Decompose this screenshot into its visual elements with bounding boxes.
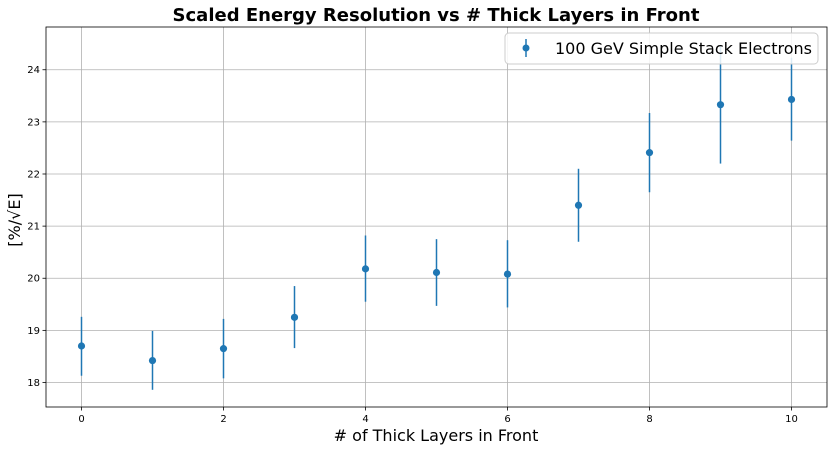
legend: 100 GeV Simple Stack Electrons	[504, 32, 819, 65]
data-point	[290, 313, 299, 321]
x-tick-label: 6	[504, 414, 510, 425]
y-axis-title: [%/√E]	[5, 193, 24, 246]
data-point	[219, 345, 228, 353]
data-point	[77, 342, 86, 350]
legend-marker	[522, 44, 530, 52]
x-tick-label: 2	[220, 414, 226, 425]
data-series	[77, 45, 796, 390]
data-point	[716, 101, 725, 109]
y-tick-label: 23	[27, 117, 40, 128]
data-point	[574, 201, 583, 209]
data-point	[361, 265, 370, 273]
legend-label: 100 GeV Simple Stack Electrons	[555, 39, 812, 58]
legend-box	[504, 32, 819, 65]
data-point	[787, 95, 796, 104]
data-point	[645, 149, 654, 157]
x-tick-label: 10	[785, 414, 798, 425]
chart-title: Scaled Energy Resolution vs # Thick Laye…	[173, 5, 700, 26]
y-tick-label: 20	[27, 274, 40, 285]
x-tick-label: 4	[362, 414, 368, 425]
x-axis-title: # of Thick Layers in Front	[334, 426, 539, 445]
y-tick-label: 18	[27, 378, 40, 389]
y-tick-label: 22	[27, 169, 40, 180]
data-point	[148, 357, 157, 365]
data-point	[503, 270, 512, 278]
y-tick-label: 19	[27, 326, 40, 337]
data-point	[432, 268, 441, 277]
grid	[46, 27, 827, 407]
x-tick-label: 8	[646, 414, 652, 425]
plot-frame	[45, 26, 828, 408]
x-tick-label: 0	[78, 414, 84, 425]
y-tick-label: 21	[27, 222, 40, 233]
y-tick-label: 24	[27, 65, 40, 76]
